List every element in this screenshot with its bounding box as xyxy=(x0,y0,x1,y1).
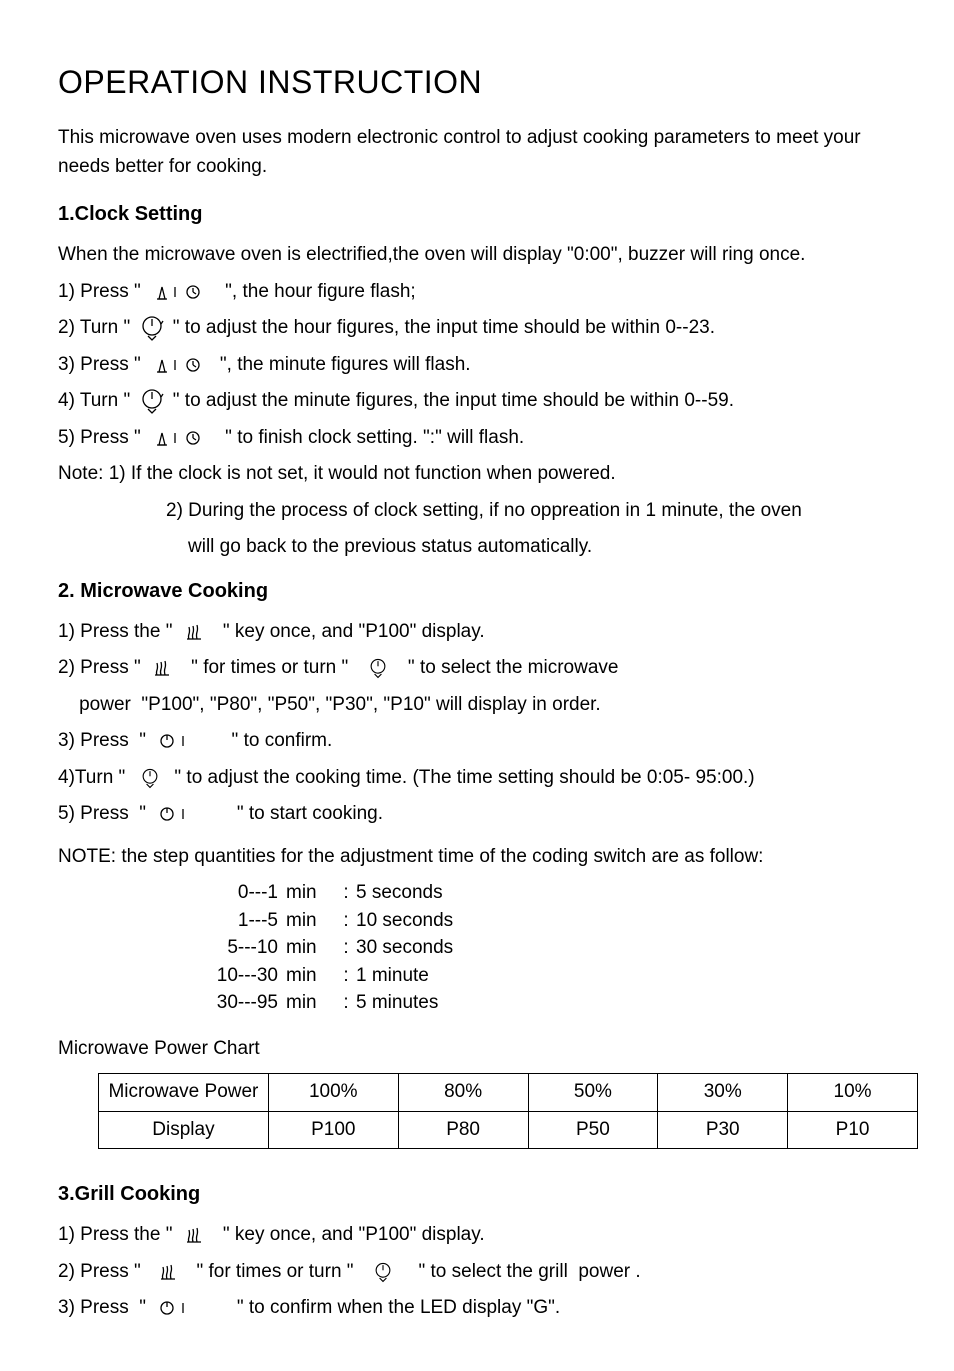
s2-step-2a: 2) Press " " for times or turn " " to se… xyxy=(58,654,896,683)
weight-clock-icon xyxy=(153,356,207,374)
s1-step-4: 4) Turn " " to adjust the minute figures… xyxy=(58,387,896,416)
s3-step-3: 3) Press " " to confirm when the LED dis… xyxy=(58,1294,896,1323)
weight-clock-icon xyxy=(153,283,207,301)
s2-step-1: 1) Press the " " key once, and "P100" di… xyxy=(58,618,896,647)
weight-clock-icon xyxy=(153,429,207,447)
knob-icon xyxy=(366,656,390,680)
s1-step-3: 3) Press " ", the minute figures will fl… xyxy=(58,351,896,380)
s1-note-3: will go back to the previous status auto… xyxy=(58,533,896,562)
step-row: 10---30min:1 minute xyxy=(166,962,896,990)
step-row: 30---95min:5 minutes xyxy=(166,989,896,1017)
s3-step-2: 2) Press " " for times or turn " " to se… xyxy=(58,1258,896,1287)
knob-icon xyxy=(138,766,162,790)
knob-icon xyxy=(138,387,166,415)
intro-text: This microwave oven uses modern electron… xyxy=(58,124,896,181)
s1-intro: When the microwave oven is electrified,t… xyxy=(58,241,896,270)
microwave-icon xyxy=(153,660,173,676)
table-row: Display P100 P80 P50 P30 P10 xyxy=(99,1111,918,1149)
start-pause-icon xyxy=(159,1300,193,1316)
knob-icon xyxy=(371,1260,395,1284)
step-row: 1---5min:10 seconds xyxy=(166,907,896,935)
step-row: 5---10min:30 seconds xyxy=(166,934,896,962)
knob-icon xyxy=(138,314,166,342)
s2-step-3: 3) Press " " to confirm. xyxy=(58,727,896,756)
section-3-title: 3.Grill Cooking xyxy=(58,1179,896,1209)
s3-step-1: 1) Press the " " key once, and "P100" di… xyxy=(58,1221,896,1250)
microwave-icon xyxy=(159,1264,179,1280)
step-quantity-table: 0---1min:5 seconds 1---5min:10 seconds 5… xyxy=(166,879,896,1017)
s2-note: NOTE: the step quantities for the adjust… xyxy=(58,843,896,872)
s1-note-1: Note: 1) If the clock is not set, it wou… xyxy=(58,460,896,489)
power-chart-table: Microwave Power 100% 80% 50% 30% 10% Dis… xyxy=(98,1073,918,1149)
s1-step-2: 2) Turn " " to adjust the hour figures, … xyxy=(58,314,896,343)
table-row: Microwave Power 100% 80% 50% 30% 10% xyxy=(99,1074,918,1112)
start-pause-icon xyxy=(159,733,193,749)
s1-step-5: 5) Press " " to finish clock setting. ":… xyxy=(58,424,896,453)
section-1-title: 1.Clock Setting xyxy=(58,199,896,229)
s1-step-1: 1) Press " ", the hour figure flash; xyxy=(58,278,896,307)
s1-note-2: 2) During the process of clock setting, … xyxy=(58,497,896,526)
microwave-icon xyxy=(185,1227,205,1243)
section-2-title: 2. Microwave Cooking xyxy=(58,576,896,606)
microwave-icon xyxy=(185,624,205,640)
start-pause-icon xyxy=(159,806,193,822)
step-row: 0---1min:5 seconds xyxy=(166,879,896,907)
s2-step-2b: power "P100", "P80", "P50", "P30", "P10"… xyxy=(58,691,896,720)
s2-step-5: 5) Press " " to start cooking. xyxy=(58,800,896,829)
power-chart-title: Microwave Power Chart xyxy=(58,1035,896,1064)
page-title: OPERATION INSTRUCTION xyxy=(58,58,896,106)
s2-step-4: 4)Turn " " to adjust the cooking time. (… xyxy=(58,764,896,793)
